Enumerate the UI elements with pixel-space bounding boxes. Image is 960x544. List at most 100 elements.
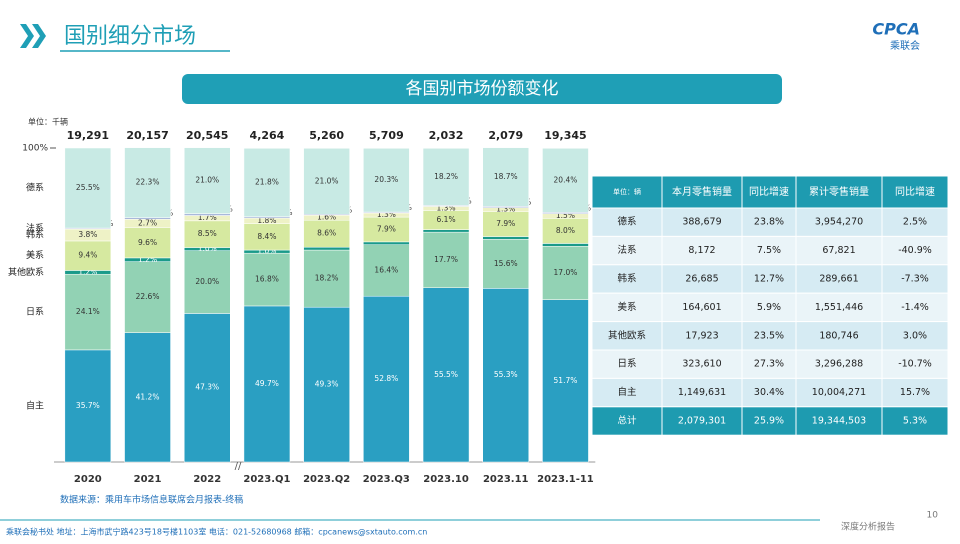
cell-text: 总计: [617, 415, 637, 427]
unit: 单位：千辆: [28, 117, 68, 127]
value-label: 24.1%: [76, 307, 100, 316]
value-label: 20.0%: [195, 277, 219, 286]
cell-text: 5.3%: [903, 416, 927, 427]
table-cell: [591, 292, 663, 323]
table-cell: [881, 264, 949, 294]
cell-text: 3,296,288: [815, 359, 863, 370]
header-cell: [661, 175, 743, 209]
bar-segment: [64, 349, 112, 463]
cell-text: 164,601: [682, 302, 721, 313]
value-label: 1.3%: [437, 203, 456, 212]
bar-segment: [422, 231, 470, 288]
value-label: 6.1%: [437, 215, 456, 224]
table-cell: [661, 406, 743, 436]
cell-text: 7.5%: [757, 245, 781, 256]
bar-segment: [243, 305, 291, 463]
table-cell: [591, 406, 663, 436]
cell-text: 30.4%: [754, 387, 784, 398]
bar-segment: [303, 306, 350, 463]
value-label: 9.6%: [138, 238, 157, 247]
cell-text: -1.4%: [901, 302, 929, 313]
page-number: 10: [927, 511, 939, 521]
table-cell: [795, 406, 883, 436]
cell-text: 289,661: [819, 274, 858, 285]
cell-text: 韩系: [617, 273, 636, 285]
table-cell: [795, 264, 883, 294]
x-tick-label: 2023.Q3: [363, 474, 410, 485]
cell-text: 其他欧系: [608, 329, 646, 341]
cell-text: 27.3%: [754, 359, 784, 370]
header-text: 本月零售销量: [672, 185, 732, 198]
cell-text: -7.3%: [901, 274, 929, 285]
table-cell: [881, 292, 949, 323]
table-cell: [741, 406, 797, 436]
value-label: 35.7%: [76, 401, 100, 410]
title-icon: [20, 24, 46, 48]
cell-text: 25.9%: [754, 416, 784, 427]
x-tick-label: 2020: [74, 474, 102, 485]
bar-segment: [422, 229, 470, 233]
footer-tag: 深度分析报告: [841, 521, 895, 533]
bar-segment: [542, 243, 589, 247]
series-name: 德系: [26, 182, 44, 194]
footer-contact: 乘联会秘书处 地址：上海市武宁路423号18号楼1103室 电话：021-526…: [6, 527, 427, 537]
value-label: 21.0%: [195, 176, 219, 185]
bar-segment: [64, 240, 112, 271]
value-label: 16.4%: [374, 265, 398, 274]
value-label: 3.8%: [78, 230, 97, 239]
header-text: 同比增速: [749, 185, 789, 198]
value-label: 41.2%: [136, 392, 160, 401]
axis-break: //: [235, 461, 242, 472]
header-cell: [591, 175, 663, 209]
header-text: 同比增速: [895, 185, 935, 198]
bar-segment: [124, 227, 171, 259]
table-cell: [795, 235, 883, 266]
cell-text: 15.7%: [900, 387, 930, 398]
bar-segment: [422, 148, 470, 206]
cell-text: 法系: [617, 244, 636, 256]
y-tick-label: 100%: [22, 144, 48, 154]
table-cell: [591, 349, 663, 379]
cell-text: 23.5%: [754, 330, 784, 341]
bar-segment: [243, 252, 291, 307]
header-text: 单位：辆: [613, 187, 641, 196]
bar-segment: [363, 295, 410, 463]
value-label: 1.2%: [138, 255, 157, 264]
value-label: 9.4%: [78, 251, 97, 260]
table-cell: [741, 292, 797, 323]
header-text: 累计零售销量: [809, 185, 869, 198]
cell-text: 12.7%: [754, 274, 784, 285]
bar-segment: [363, 241, 410, 245]
value-label: 8.5%: [198, 229, 217, 238]
cell-text: 2.5%: [903, 217, 927, 228]
series-name: 美系: [26, 249, 44, 261]
bar-segment: [243, 148, 291, 218]
table-cell: [591, 321, 663, 351]
value-label: 22.3%: [136, 178, 160, 187]
table-cell: [741, 377, 797, 408]
value-label: 1.0%: [198, 244, 217, 253]
table-cell: [661, 321, 743, 351]
cell-text: 8,172: [688, 245, 715, 256]
value-label: 1.3%: [377, 210, 396, 219]
cell-text: 2,079,301: [678, 416, 726, 427]
cell-text: 388,679: [682, 217, 721, 228]
table-cell: [795, 321, 883, 351]
table-cell: [881, 207, 949, 237]
cell-text: 1,551,446: [815, 302, 863, 313]
bar-segment: [64, 273, 112, 351]
table-cell: [881, 406, 949, 436]
value-label: 8.0%: [556, 226, 575, 235]
table-cell: [661, 264, 743, 294]
banner: [182, 74, 782, 104]
table-cell: [591, 207, 663, 237]
bar-segment: [482, 288, 529, 463]
series-name: 韩系: [26, 228, 44, 240]
total-label: 19,291: [67, 129, 109, 142]
value-label: 8.4%: [257, 232, 276, 241]
x-tick-label: 2023.10: [423, 474, 469, 485]
value-label: 1.6%: [317, 213, 336, 222]
value-label: 55.5%: [434, 370, 458, 379]
bar-segment: [542, 246, 589, 300]
value-label: 16.8%: [255, 275, 279, 284]
